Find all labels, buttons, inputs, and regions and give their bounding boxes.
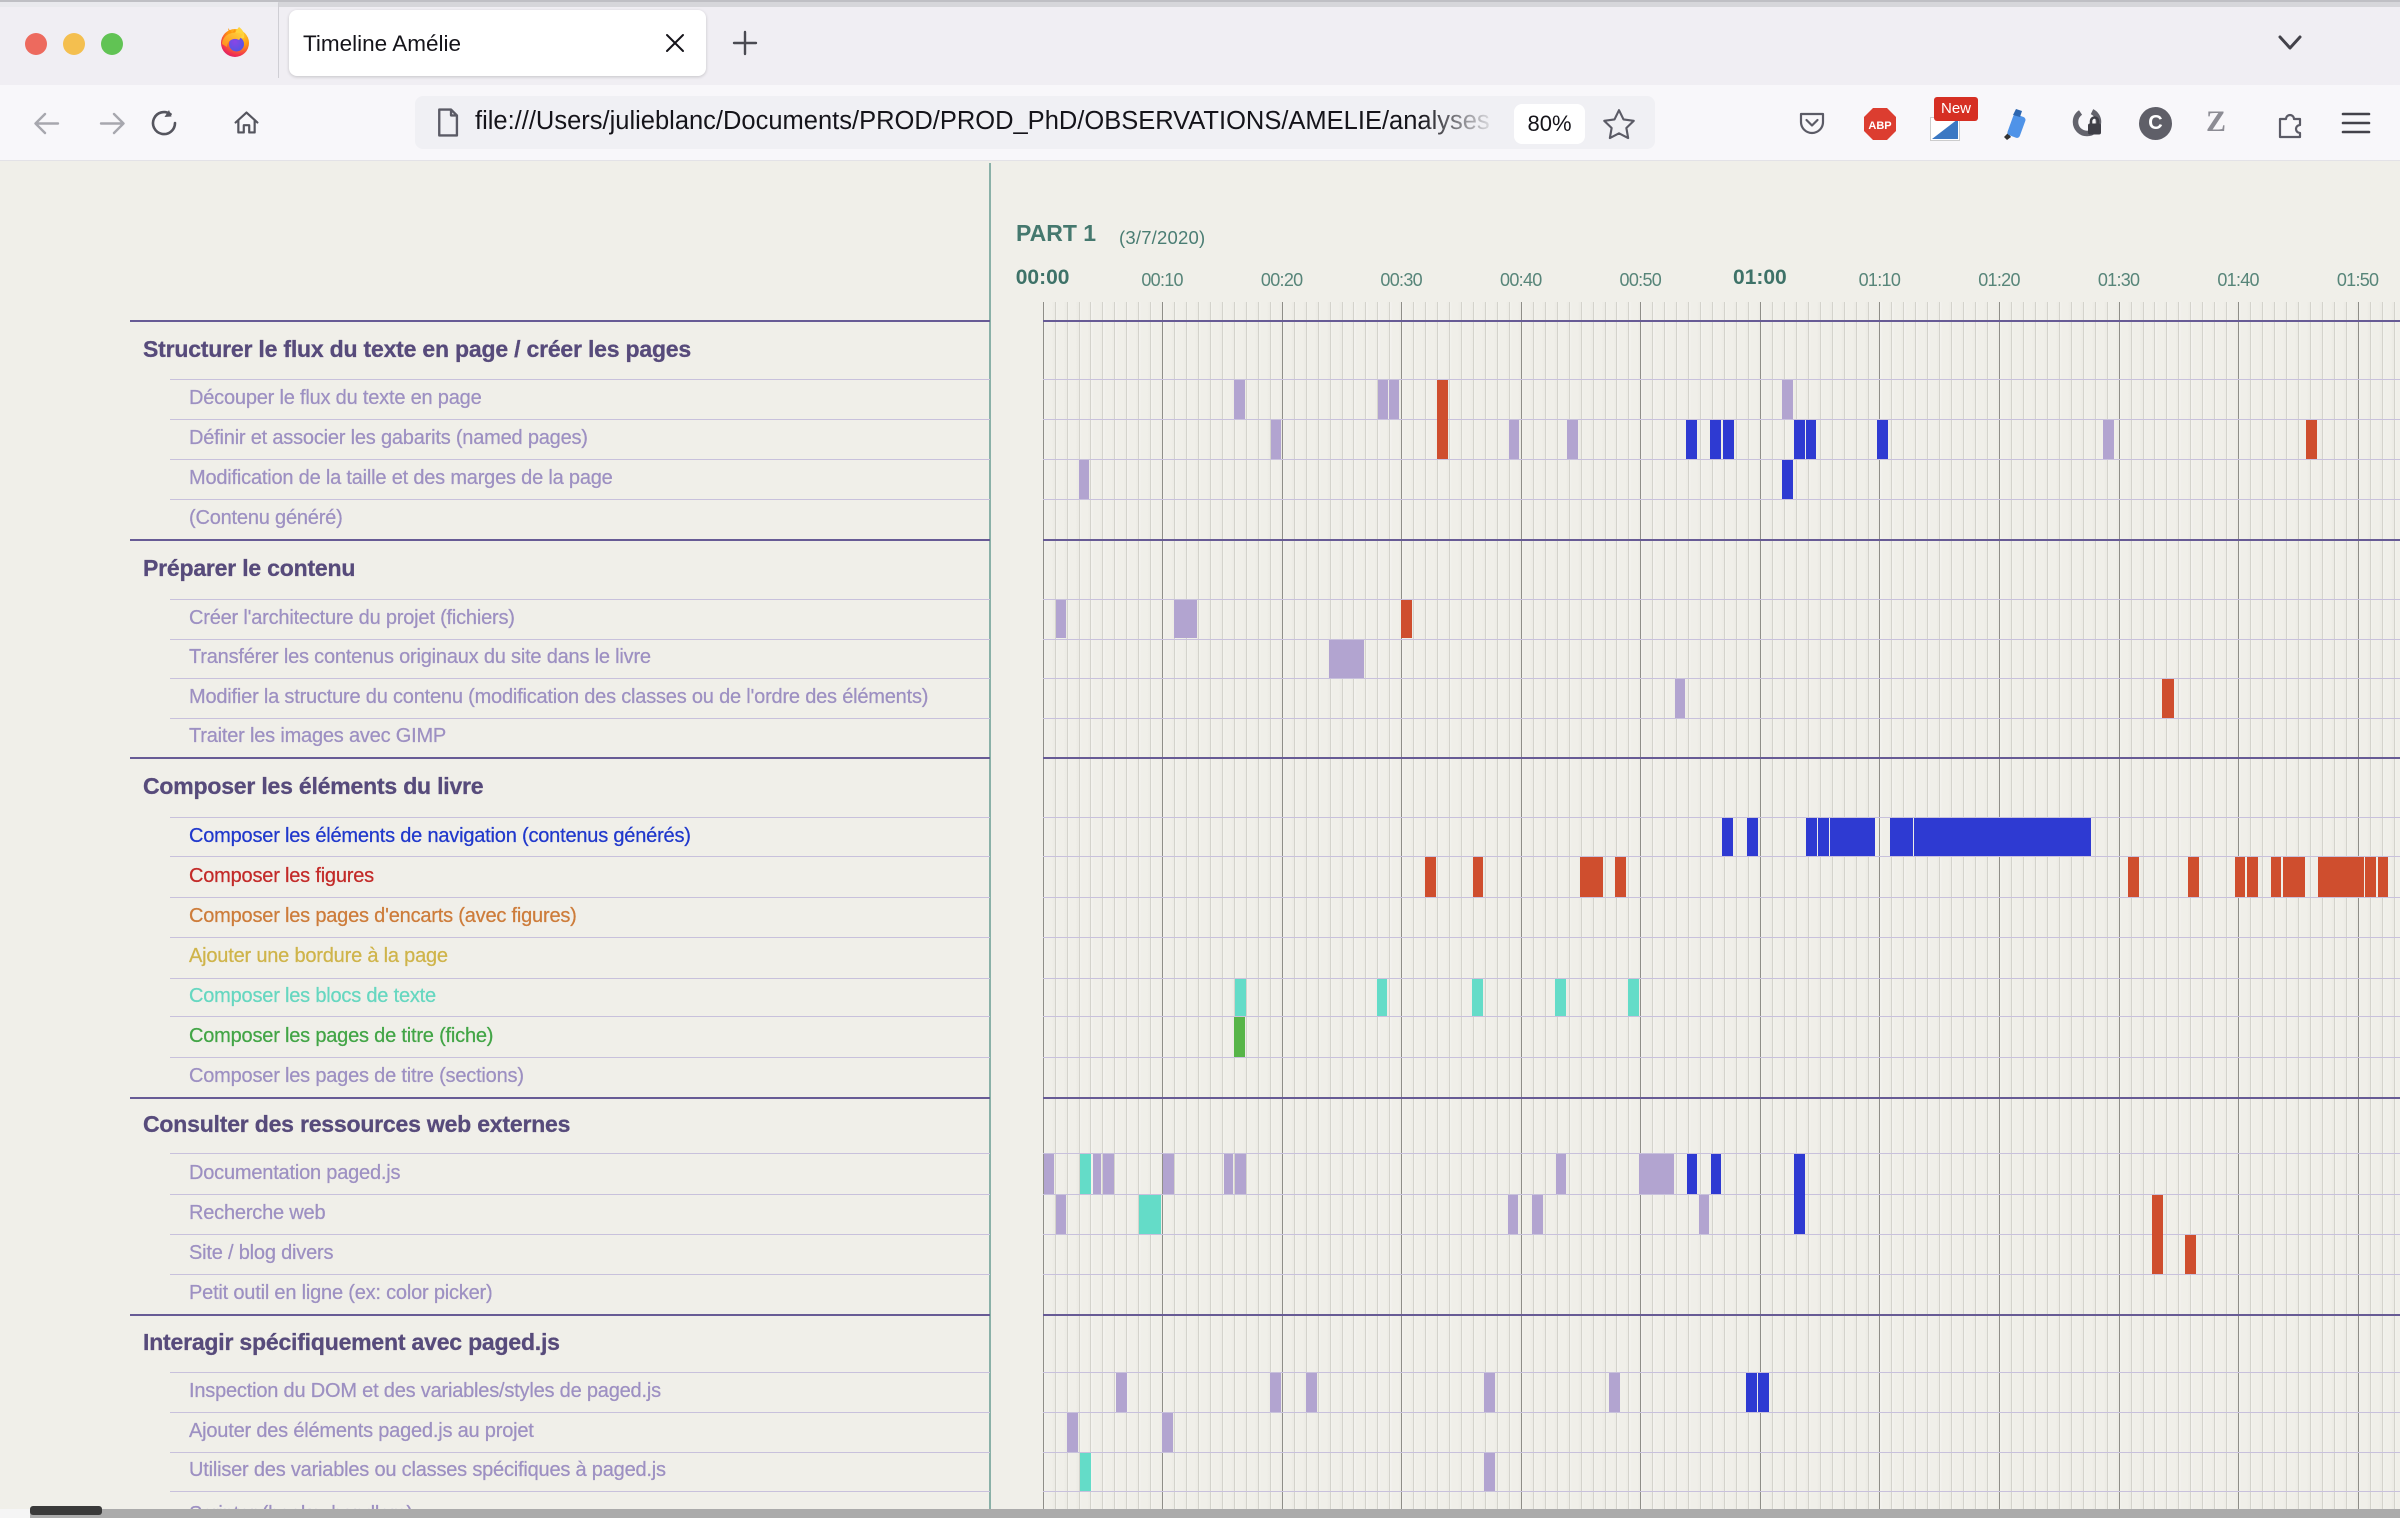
svg-text:ABP: ABP [1868, 120, 1891, 132]
